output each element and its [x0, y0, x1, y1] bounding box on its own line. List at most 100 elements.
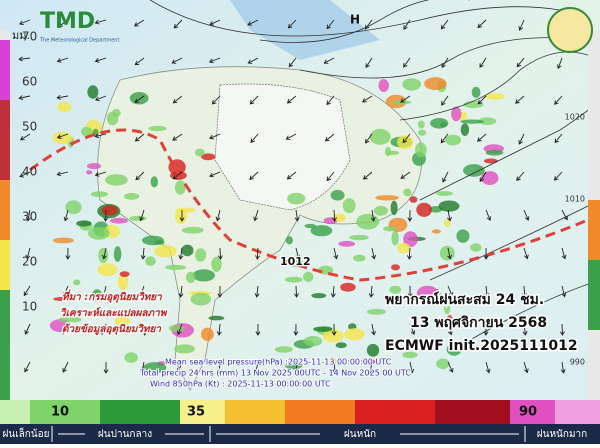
wind-arrow — [179, 210, 185, 222]
wind-arrow — [326, 95, 335, 106]
rain-blob — [208, 315, 225, 321]
rain-areas — [49, 77, 505, 374]
rain-blob — [456, 229, 470, 243]
rain-blob — [114, 316, 131, 327]
wind-arrow — [479, 57, 487, 68]
rain-blob — [417, 120, 425, 129]
wind-arrow — [208, 57, 221, 64]
rain-blob — [389, 285, 402, 294]
wind-arrow — [331, 323, 337, 336]
info-line: Mean sea level pressure(hPa) :2025-11-13… — [165, 358, 392, 367]
wind-arrow — [25, 209, 31, 222]
wind-arrow — [557, 57, 563, 70]
wind-arrow — [522, 285, 528, 298]
rain-blob — [444, 219, 451, 228]
wind-arrow — [19, 171, 31, 178]
wind-arrow — [371, 247, 377, 260]
rain-blob — [344, 328, 365, 341]
wind-arrow — [364, 19, 373, 30]
rain-blob — [110, 217, 128, 224]
wind-arrow — [65, 247, 71, 260]
rain-colorbar — [0, 400, 600, 424]
wind-arrow — [479, 171, 487, 183]
high-pressure-label: H — [350, 13, 360, 27]
forecast-model: ECMWF init.2025111012 — [385, 338, 578, 354]
rain-blob — [123, 193, 140, 200]
rain-blob — [150, 176, 158, 188]
rain-blob — [353, 254, 366, 262]
wind-arrow — [554, 95, 563, 105]
rain-blob — [471, 86, 481, 98]
rain-blob — [463, 164, 485, 177]
rain-blob — [106, 111, 119, 126]
wind-arrow — [447, 361, 454, 373]
wind-arrow — [561, 247, 567, 260]
wind-arrow — [326, 171, 335, 182]
wind-arrow — [447, 285, 454, 297]
wind-arrow — [56, 57, 69, 63]
wind-arrow — [18, 19, 31, 26]
rain-blob — [436, 191, 453, 196]
wind-arrow — [249, 171, 259, 180]
rain-blob — [143, 362, 167, 374]
wind-arrow — [254, 285, 260, 298]
rain-blob — [416, 285, 439, 301]
rain-blob — [485, 149, 504, 156]
wind-arrow — [330, 285, 336, 298]
wind-arrow — [134, 57, 145, 66]
rain-blob — [175, 180, 186, 195]
rain-blob — [335, 342, 347, 349]
rain-tick-label: 35 — [187, 405, 205, 420]
wind-arrow — [63, 209, 69, 222]
wind-arrow — [94, 133, 107, 139]
wind-arrow — [178, 285, 184, 298]
rain-blob — [373, 205, 388, 216]
rain-blob — [403, 188, 412, 197]
wind-arrow — [402, 133, 411, 144]
rain-blob — [284, 360, 303, 370]
wind-arrow — [560, 361, 566, 374]
wind-arrow — [209, 171, 221, 178]
rain-blob — [129, 92, 149, 105]
right-colorbar-segment — [588, 260, 600, 330]
rain-blob — [430, 118, 449, 129]
rain-blob — [303, 271, 314, 282]
logo-subtitle: The Meteorological Department — [39, 38, 119, 44]
wind-arrow — [326, 19, 335, 30]
wind-arrow — [484, 285, 490, 298]
wind-arrow — [255, 323, 261, 336]
rain-blob — [192, 269, 215, 282]
rain-blob — [58, 316, 82, 323]
rain-blob — [403, 231, 418, 248]
forecast-date: 13 พฤศจิกายน 2568 — [410, 315, 547, 331]
wind-arrow — [101, 247, 107, 260]
wind-arrow — [286, 171, 297, 180]
rain-blob — [330, 189, 345, 201]
rain-tick-label: 90 — [519, 405, 537, 420]
wind-arrow — [332, 361, 338, 374]
rain-blob — [97, 263, 118, 277]
wind-arrow — [523, 247, 529, 260]
wind-arrow — [403, 19, 411, 30]
wind-arrow — [295, 247, 301, 260]
rain-blob — [57, 101, 72, 113]
rain-blob — [129, 215, 147, 221]
rain-tick-label: 10 — [51, 405, 69, 420]
wind-arrow — [477, 133, 487, 142]
rain-blob — [356, 213, 380, 230]
rain-blob — [87, 163, 101, 170]
rain-category: ฝนปานกลาง — [98, 429, 152, 440]
rain-blob — [485, 93, 505, 100]
left-scale-label: 70 — [22, 30, 37, 44]
rain-blob — [181, 244, 194, 257]
rain-blob — [211, 256, 222, 272]
rain-blob — [313, 326, 333, 332]
rain-blob — [444, 303, 451, 315]
wind-arrow — [134, 133, 145, 142]
left-colorbar-segment — [0, 180, 10, 240]
wind-arrow — [253, 361, 259, 374]
rain-blob — [284, 276, 303, 283]
wind-arrow — [249, 95, 259, 105]
rain-blob — [415, 142, 427, 158]
